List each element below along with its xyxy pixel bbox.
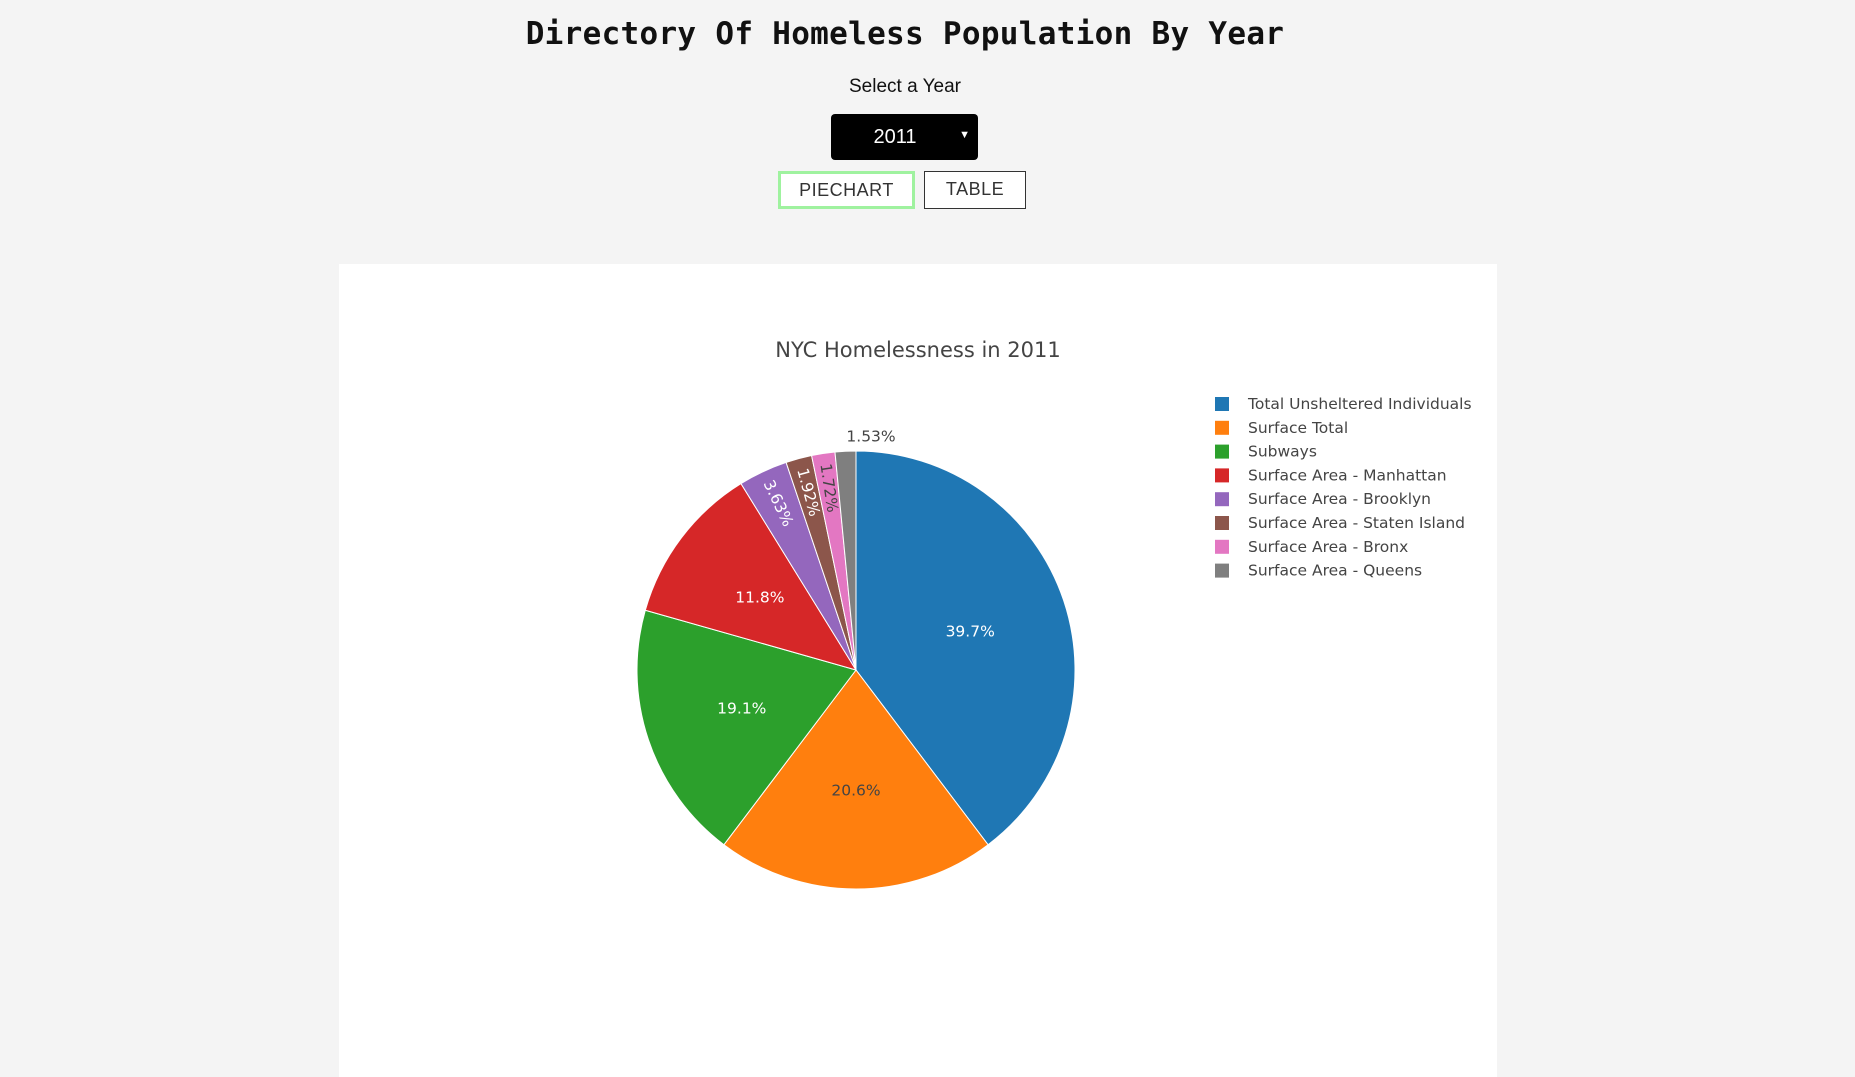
pie-slice-label: 20.6% [831, 781, 880, 799]
pie-slice-label: 11.8% [735, 588, 784, 606]
legend-swatch[interactable] [1215, 444, 1229, 459]
legend-swatch[interactable] [1215, 516, 1229, 530]
legend-item-surface-area-manhattan[interactable]: Surface Area - Manhattan [1248, 466, 1447, 484]
pie-slice-surface-area-queens[interactable] [834, 450, 857, 671]
pie-slice-total-unsheltered-individuals[interactable] [855, 450, 1076, 846]
pie-slice-surface-total[interactable] [723, 669, 989, 890]
legend-item-surface-area-bronx[interactable]: Surface Area - Bronx [1248, 538, 1408, 556]
legend-item-surface-area-staten-island[interactable]: Surface Area - Staten Island [1248, 514, 1465, 532]
page-title: Directory Of Homeless Population By Year [525, 16, 1285, 52]
year-select[interactable]: 2011 ▼ [831, 114, 978, 160]
chart-card: NYC Homelessness in 2011 39.7% 20.6% 19.1%… [339, 264, 1497, 1077]
year-select-value: 2011 [873, 126, 917, 148]
legend-item-surface-area-queens[interactable]: Surface Area - Queens [1248, 562, 1422, 580]
pie-slice-label: 39.7% [946, 623, 995, 641]
pie-slice-surface-area-manhattan[interactable] [644, 482, 858, 671]
chart-legend: Total Unsheltered Individuals Surface Tot… [1215, 395, 1472, 580]
piechart-button[interactable]: PIECHART [778, 171, 915, 209]
legend-item-surface-total[interactable]: Surface Total [1248, 419, 1348, 437]
year-select-label: Select a Year [849, 76, 961, 97]
legend-item-total-unsheltered-individuals[interactable]: Total Unsheltered Individuals [1247, 395, 1472, 413]
chart-title: NYC Homelessness in 2011 [775, 338, 1060, 362]
pie-slice-label: 1.53% [846, 427, 895, 445]
pie-slices [636, 450, 1076, 890]
legend-swatch[interactable] [1215, 563, 1229, 578]
legend-item-surface-area-brooklyn[interactable]: Surface Area - Brooklyn [1248, 490, 1431, 508]
legend-swatch[interactable] [1215, 468, 1229, 483]
pie-slice-subways[interactable] [636, 609, 857, 846]
table-button[interactable]: TABLE [924, 171, 1026, 209]
legend-swatch[interactable] [1215, 397, 1229, 411]
legend-swatch[interactable] [1215, 420, 1229, 435]
pie-chart: NYC Homelessness in 2011 39.7% 20.6% 19.1%… [636, 338, 1472, 890]
legend-item-subways[interactable]: Subways [1248, 443, 1317, 461]
caret-down-icon: ▼ [959, 129, 970, 141]
pie-slice-label: 19.1% [717, 699, 766, 717]
legend-swatch[interactable] [1215, 492, 1229, 507]
legend-swatch[interactable] [1215, 539, 1229, 554]
